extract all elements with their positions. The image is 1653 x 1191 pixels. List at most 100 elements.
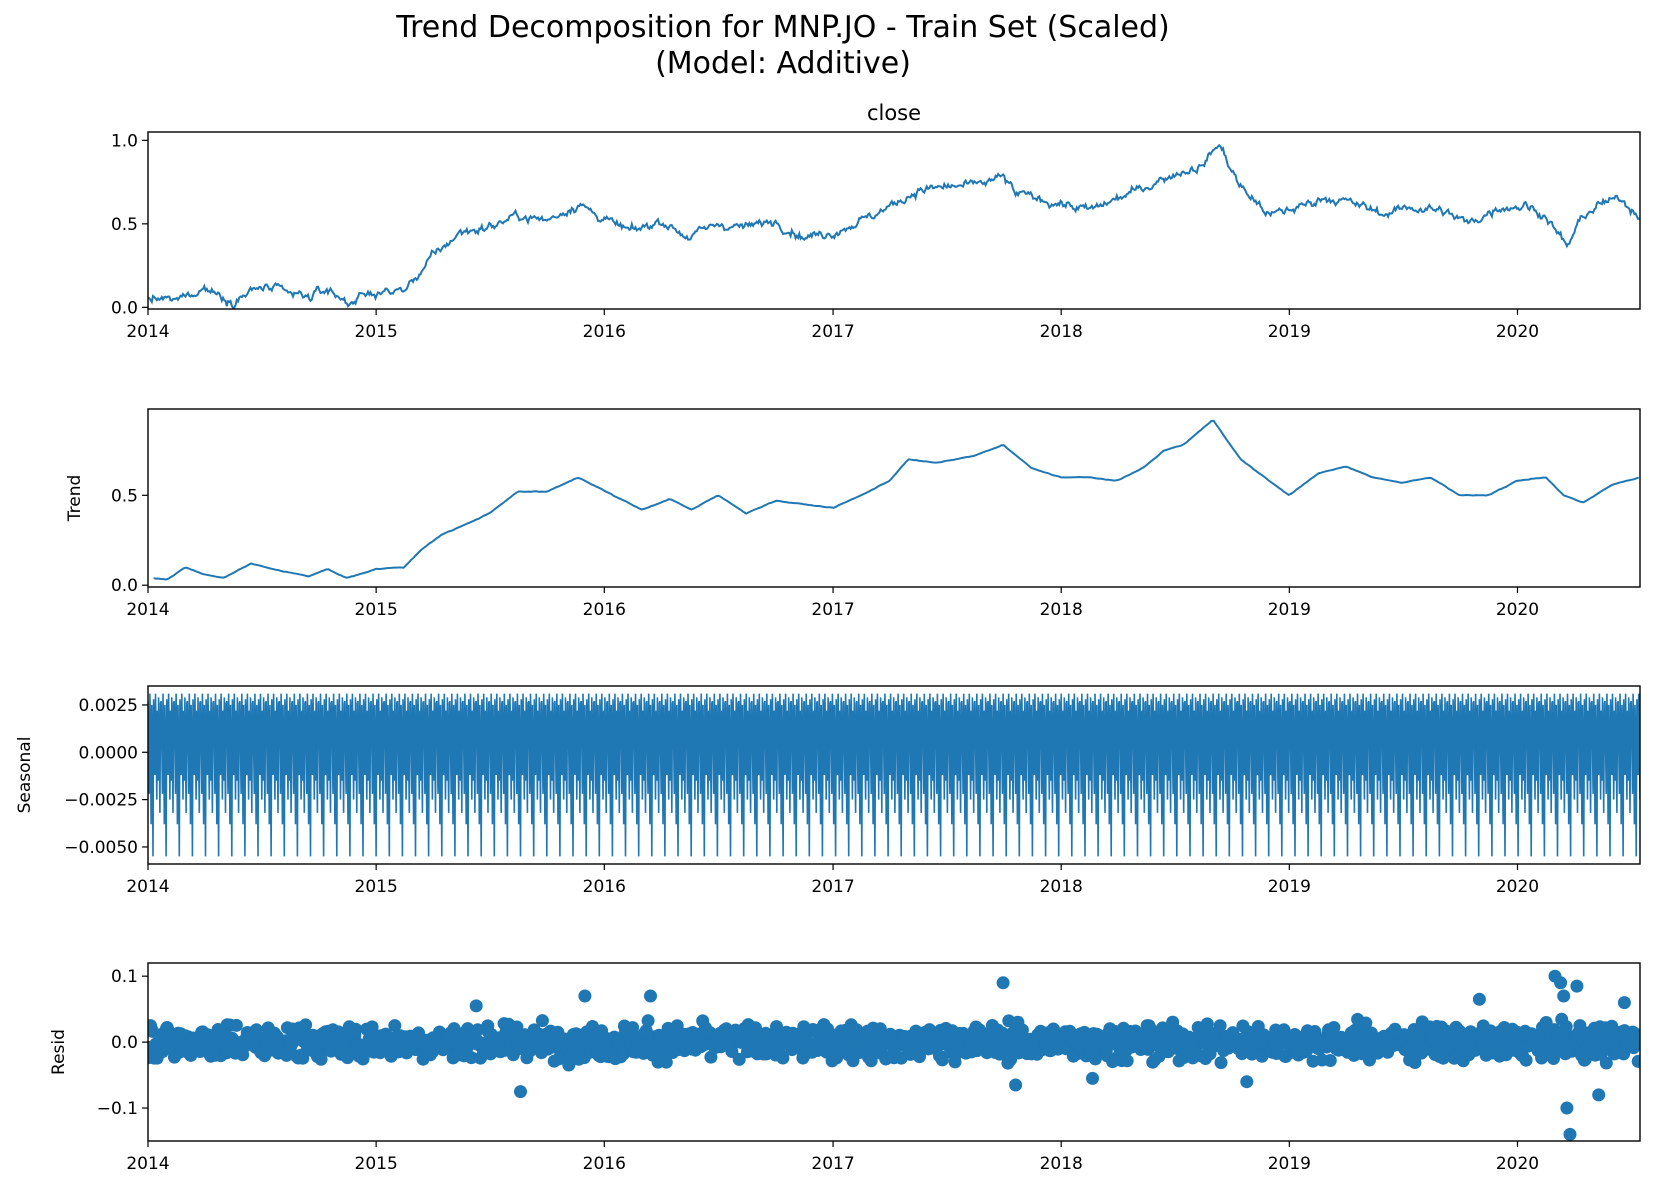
x-tick-label: 2015 (355, 600, 398, 620)
resid-point (514, 1085, 527, 1099)
resid-point (510, 1020, 524, 1034)
axes-frame (147, 131, 1641, 310)
x-tick-label: 2015 (355, 877, 398, 897)
resid-point (1009, 1078, 1023, 1092)
x-tick-label: 2014 (126, 322, 169, 342)
resid-point (1472, 992, 1486, 1006)
resid-point (1436, 1051, 1450, 1065)
resid-point (1359, 1016, 1373, 1030)
plot-area (153, 419, 1640, 581)
resid-point (1573, 1019, 1587, 1033)
x-tick-label: 2020 (1496, 322, 1539, 342)
x-tick-label: 2020 (1496, 1154, 1539, 1174)
resid-point (578, 989, 592, 1003)
y-tick-label: −0.1 (97, 1099, 138, 1119)
y-axis-label: Resid (49, 1029, 69, 1075)
x-tick-label: 2018 (1040, 1154, 1083, 1174)
x-tick-label: 2015 (355, 1154, 398, 1174)
resid-point (1570, 979, 1584, 993)
resid-point (535, 1014, 549, 1028)
x-tick-label: 2016 (583, 877, 626, 897)
x-tick-label: 2014 (126, 600, 169, 620)
resid-point (659, 1055, 673, 1069)
resid-point (1605, 1019, 1619, 1033)
resid-point (1599, 1056, 1613, 1070)
x-tick-label: 2014 (126, 1154, 169, 1174)
resid-point (1213, 1019, 1227, 1033)
y-tick-label: 0.0 (111, 298, 138, 318)
x-tick-label: 2014 (126, 877, 169, 897)
resid-point (1632, 1036, 1640, 1050)
resid-point (935, 1053, 949, 1067)
plot-area (148, 143, 1640, 309)
y-tick-label: 0.0 (111, 576, 138, 596)
plot-area (148, 969, 1640, 1141)
figure-title-line-1: Trend Decomposition for MNP.JO - Train S… (396, 10, 1170, 45)
x-tick-label: 2015 (355, 322, 398, 342)
y-tick-label: 0.1 (111, 967, 138, 987)
trend-series-line (153, 419, 1640, 581)
figure-title: Trend Decomposition for MNP.JO - Train S… (0, 10, 1566, 82)
resid-point (469, 999, 483, 1013)
resid-point (471, 1023, 485, 1037)
resid-point (1240, 1075, 1254, 1089)
x-tick-label: 2017 (811, 322, 854, 342)
x-tick-label: 2016 (583, 322, 626, 342)
resid-point (1554, 976, 1568, 990)
resid-point (1323, 1054, 1337, 1067)
x-tick-label: 2019 (1268, 322, 1311, 342)
x-tick-label: 2018 (1040, 322, 1083, 342)
panel-seasonal: Seasonal 2014 2015 2016 2017 2018 2019 2020 0.00… (15, 685, 1641, 897)
panel-trend: Trend 2014 2015 2016 2017 2018 2019 2020 0.0 0.5 (65, 408, 1641, 620)
panel-close: close 2014 2015 2016 2017 2018 2019 2020 0.0 0.5 1… (111, 101, 1641, 342)
resid-point (1631, 1054, 1640, 1068)
y-tick-label: 0.5 (111, 486, 138, 506)
x-tick-label: 2019 (1268, 1154, 1311, 1174)
x-tick-label: 2019 (1268, 600, 1311, 620)
resid-point (1617, 996, 1631, 1010)
close-series-line (148, 143, 1640, 309)
x-tick-label: 2016 (583, 600, 626, 620)
x-tick-label: 2017 (811, 1154, 854, 1174)
y-tick-label: 0.5 (111, 215, 138, 235)
resid-point (1086, 1071, 1099, 1085)
resid-point (1592, 1088, 1606, 1102)
resid-point (996, 976, 1010, 990)
x-tick-label: 2019 (1268, 877, 1311, 897)
y-axis-label: Trend (65, 475, 85, 523)
y-tick-label: −0.0050 (64, 838, 138, 858)
resid-point (1560, 1101, 1574, 1115)
resid-point (732, 1052, 746, 1066)
axes-frame (147, 408, 1641, 588)
plot-area (148, 693, 1640, 857)
resid-point (641, 1014, 655, 1028)
figure-title-line-2: (Model: Additive) (655, 46, 911, 81)
resid-point (296, 1051, 310, 1065)
y-tick-label: 1.0 (111, 131, 138, 151)
resid-point (644, 989, 657, 1003)
axes-frame (147, 962, 1641, 1142)
y-tick-label: −0.0025 (64, 791, 138, 811)
resid-point (148, 1019, 157, 1033)
panel-title: close (867, 101, 921, 125)
y-tick-label: 0.0000 (79, 743, 138, 763)
seasonal-series-line (148, 693, 1640, 857)
resid-point (1519, 1053, 1533, 1067)
x-tick-label: 2020 (1496, 600, 1539, 620)
resid-point (776, 1051, 790, 1065)
y-tick-label: 0.0 (111, 1033, 138, 1053)
y-axis-label: Seasonal (15, 737, 35, 814)
axes-frame (147, 685, 1641, 865)
resid-point (229, 1018, 243, 1032)
x-tick-label: 2018 (1040, 600, 1083, 620)
x-tick-label: 2017 (811, 600, 854, 620)
resid-point (314, 1052, 328, 1066)
resid-point (913, 1050, 926, 1064)
resid-point (388, 1019, 402, 1033)
resid-point (349, 1022, 363, 1036)
panel-resid: Resid 2014 2015 2016 2017 2018 2019 2020 0.1 0.0 −… (49, 962, 1641, 1174)
resid-point (1563, 1127, 1577, 1141)
x-tick-label: 2017 (811, 877, 854, 897)
resid-point (1120, 1054, 1134, 1068)
